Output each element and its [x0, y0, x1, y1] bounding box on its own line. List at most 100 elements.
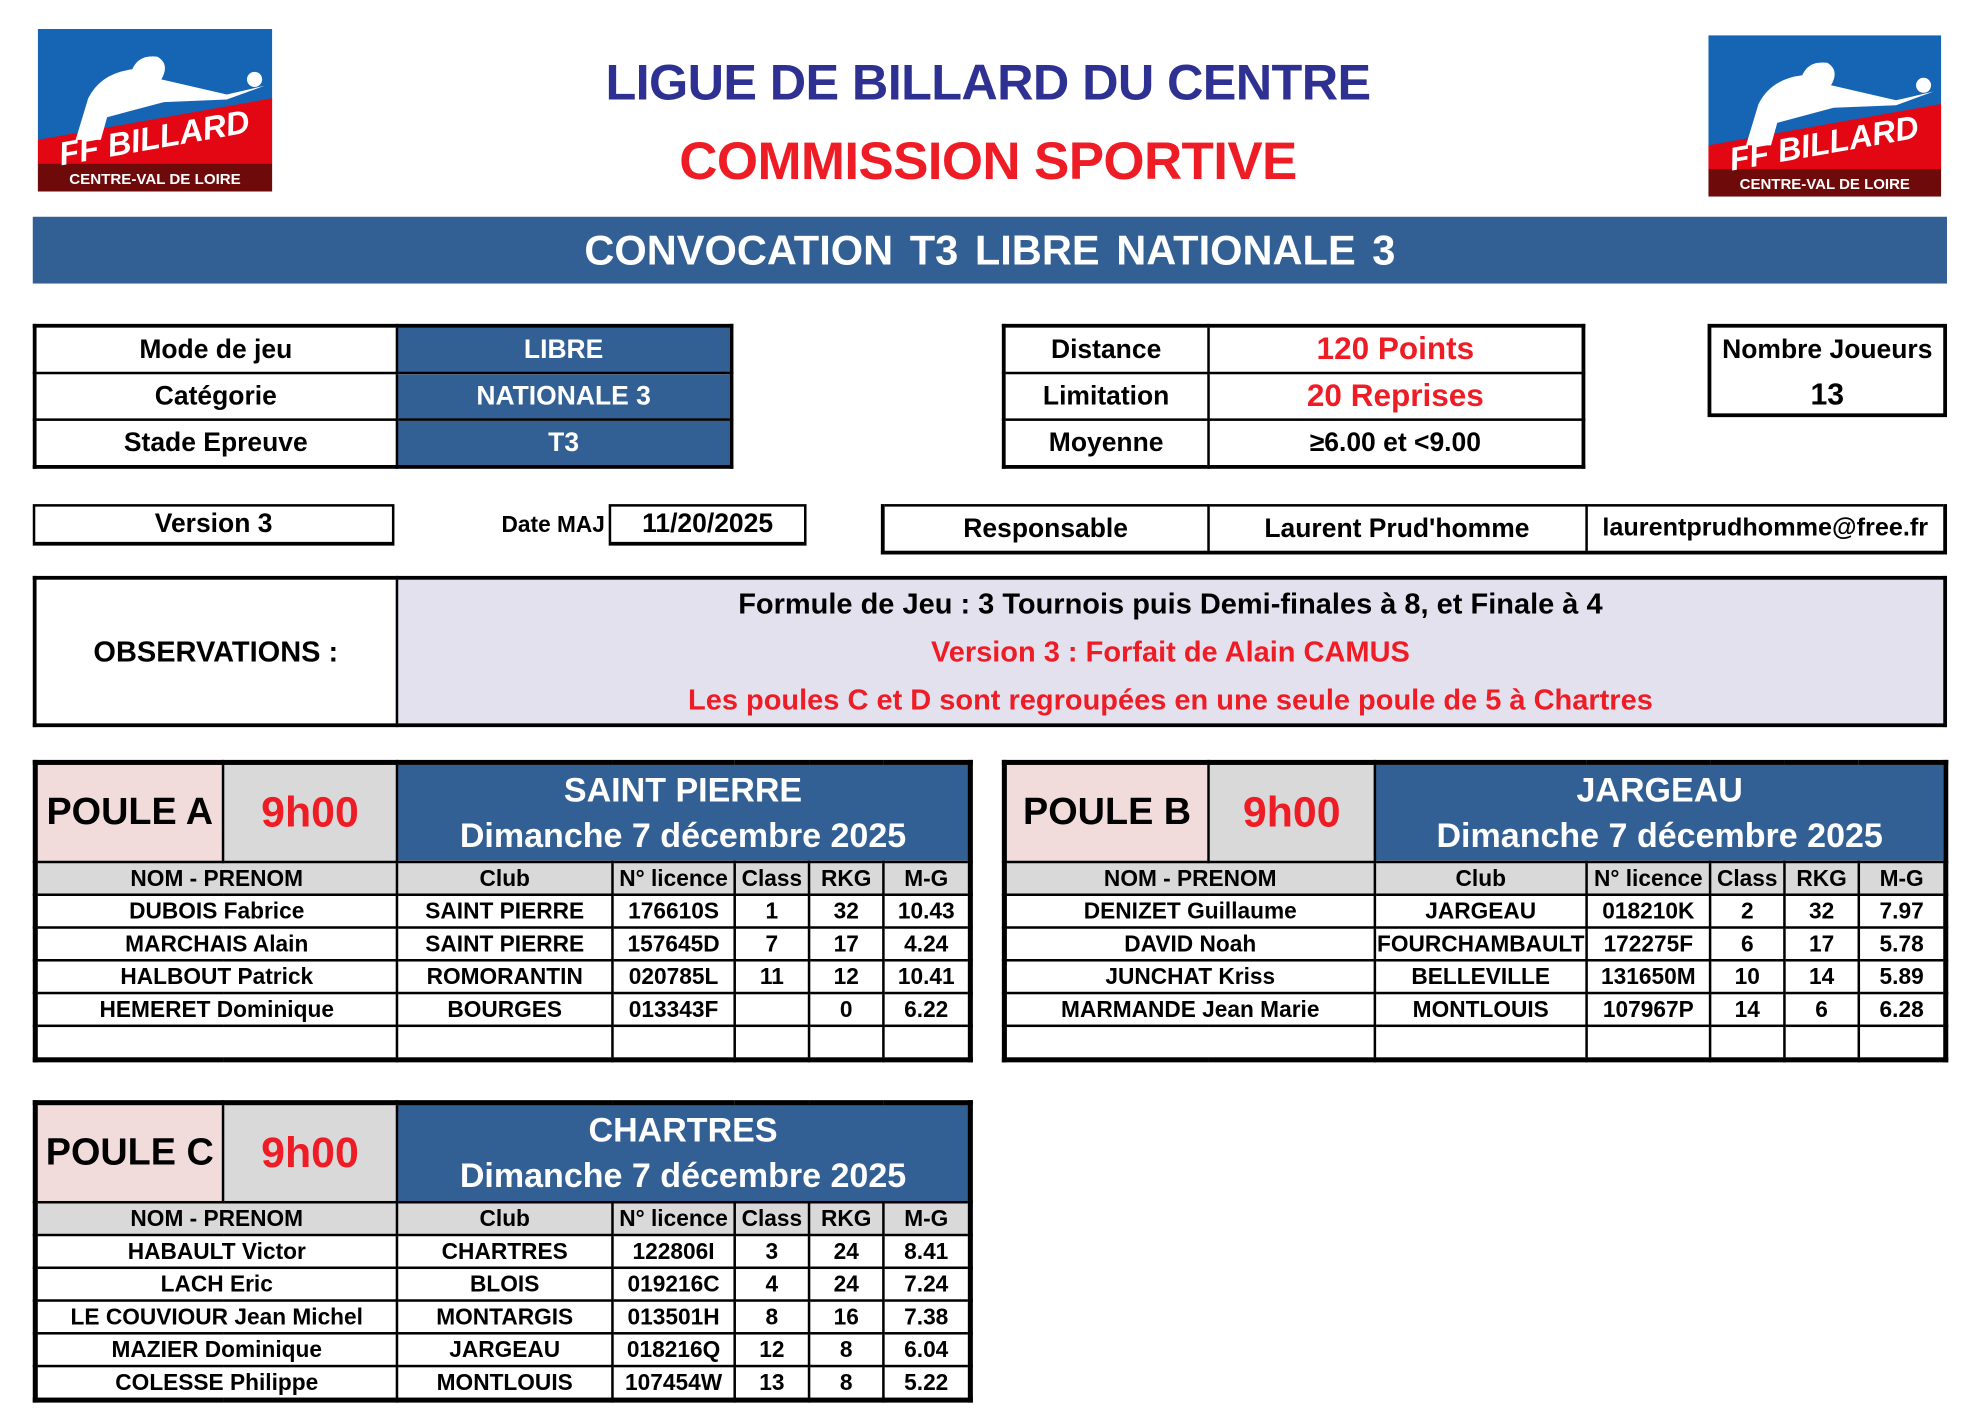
column-header: N° licence — [1585, 860, 1712, 897]
distance-info-table: Distance 120 Points Limitation 20 Reprises… — [1001, 323, 1586, 469]
responsible-email[interactable]: laurentprudhomme@free.fr — [1584, 504, 1947, 554]
player-class: 1 — [733, 893, 811, 929]
column-header: M-G — [882, 1200, 972, 1237]
column-header: Class — [1708, 860, 1786, 897]
responsible-name: Laurent Prud'homme — [1206, 504, 1588, 554]
player-name: HABAULT Victor — [34, 1233, 399, 1270]
observations-table: OBSERVATIONS : Formule de Jeu : 3 Tourno… — [32, 575, 1948, 728]
player-mg: 6.28 — [1857, 991, 1948, 1028]
player-club: BELLEVILLE — [1373, 959, 1588, 995]
column-header: RKG — [1783, 860, 1861, 897]
player-mg: 7.24 — [882, 1266, 972, 1302]
player-class: 13 — [733, 1364, 811, 1402]
player-row — [1003, 1024, 1948, 1062]
convocation-banner: CONVOCATION T3 LIBRE NATIONALE 3 — [32, 216, 1948, 284]
svg-text:CENTRE-VAL DE LOIRE: CENTRE-VAL DE LOIRE — [1740, 176, 1910, 193]
pool-date: Dimanche 7 décembre 2025 — [459, 1156, 907, 1195]
player-row: COLESSE Philippe MONTLOUIS 107454W 13 8 5.22 — [34, 1364, 972, 1402]
pool-venue: JARGEAU — [1576, 771, 1743, 810]
column-header: Club — [395, 1200, 614, 1237]
column-header: RKG — [807, 860, 885, 897]
player-class: 2 — [1708, 893, 1786, 929]
player-club: SAINT PIERRE — [395, 926, 614, 962]
player-licence: 020785L — [611, 959, 736, 995]
player-class: 7 — [733, 926, 811, 962]
player-club — [1373, 1024, 1588, 1062]
player-rkg: 17 — [807, 926, 885, 962]
pool-header: POULE B 9h00 JARGEAU Dimanche 7 décembre 20… — [1003, 761, 1948, 864]
version-box: Version 3 — [32, 504, 395, 546]
pool-table-b: POULE B 9h00 JARGEAU Dimanche 7 décembre 20… — [1001, 759, 1949, 1063]
player-name — [1003, 1024, 1377, 1062]
player-row: HALBOUT Patrick ROMORANTIN 020785L 11 12 10.4… — [34, 959, 972, 995]
player-club: MONTLOUIS — [395, 1364, 614, 1402]
pool-name: POULE B — [1003, 761, 1210, 864]
average-row: Moyenne ≥6.00 et <9.00 — [1002, 418, 1585, 469]
player-class: 10 — [1708, 959, 1786, 995]
player-club: JARGEAU — [395, 1332, 614, 1368]
column-header: Club — [1373, 860, 1588, 897]
column-header: Club — [395, 860, 614, 897]
average-value: ≥6.00 et <9.00 — [1206, 418, 1585, 469]
player-licence: 107967P — [1585, 991, 1712, 1028]
limitation-row: Limitation 20 Reprises — [1002, 371, 1585, 421]
commission-title: COMMISSION SPORTIVE — [679, 131, 1297, 191]
player-class: 11 — [733, 959, 811, 995]
player-club: ROMORANTIN — [395, 959, 614, 995]
column-header: M-G — [882, 860, 972, 897]
pool-time: 9h00 — [1207, 761, 1377, 864]
player-rkg: 0 — [807, 991, 885, 1028]
player-rkg — [1783, 1024, 1861, 1062]
player-mg: 7.38 — [882, 1299, 972, 1335]
game-info-table: Mode de jeu LIBRE Catégorie NATIONALE 3 St… — [32, 323, 734, 469]
player-licence: 107454W — [611, 1364, 736, 1402]
player-name: LACH Eric — [34, 1266, 399, 1302]
responsible-label: Responsable — [881, 504, 1210, 554]
player-name: MAZIER Dominique — [34, 1332, 399, 1368]
limitation-label: Limitation — [1002, 371, 1210, 421]
player-mg: 10.43 — [882, 893, 972, 929]
player-licence — [1585, 1024, 1712, 1062]
pool-name: POULE C — [34, 1101, 225, 1204]
distance-row: Distance 120 Points — [1002, 324, 1585, 375]
player-licence: 176610S — [611, 893, 736, 929]
player-rkg: 24 — [807, 1233, 885, 1270]
ff-billard-logo-right: FF BILLARD CENTRE-VAL DE LOIRE — [1708, 35, 1942, 197]
player-club: MONTLOUIS — [1373, 991, 1588, 1028]
player-licence: 131650M — [1585, 959, 1712, 995]
player-name: DENIZET Guillaume — [1003, 893, 1377, 929]
player-mg: 6.04 — [882, 1332, 972, 1368]
player-mg: 5.89 — [1857, 959, 1948, 995]
player-row: LACH Eric BLOIS 019216C 4 24 7.24 — [34, 1266, 972, 1302]
column-header: N° licence — [611, 860, 736, 897]
player-name: LE COUVIOUR Jean Michel — [34, 1299, 399, 1335]
game-info-row: Stade Epreuve T3 — [33, 418, 733, 469]
player-class: 8 — [733, 1299, 811, 1335]
observation-line: Les poules C et D sont regroupées en une… — [688, 683, 1653, 716]
player-class: 3 — [733, 1233, 811, 1270]
observation-line: Version 3 : Forfait de Alain CAMUS — [930, 635, 1410, 668]
player-row: DAVID Noah FOURCHAMBAULT 172275F 6 17 5.78 — [1003, 926, 1948, 962]
limitation-value: 20 Reprises — [1206, 371, 1585, 421]
player-club — [395, 1024, 614, 1062]
mode-value: LIBRE — [395, 324, 733, 375]
pool-time: 9h00 — [221, 761, 399, 864]
observations-label: OBSERVATIONS : — [33, 576, 398, 727]
player-club: FOURCHAMBAULT — [1373, 926, 1588, 962]
date-maj-value: 11/20/2025 — [608, 504, 807, 546]
player-licence: 172275F — [1585, 926, 1712, 962]
player-rkg: 6 — [1783, 991, 1861, 1028]
pool-header: POULE C 9h00 CHARTRES Dimanche 7 décembre 2… — [34, 1101, 972, 1204]
pool-date: Dimanche 7 décembre 2025 — [1436, 816, 1883, 855]
svg-text:CENTRE-VAL DE LOIRE: CENTRE-VAL DE LOIRE — [69, 171, 241, 188]
column-header-row: NOM - PRENOM Club N° licence Class RKG M-G — [1003, 860, 1948, 897]
player-name: JUNCHAT Kriss — [1003, 959, 1377, 995]
player-licence: 122806I — [611, 1233, 736, 1270]
player-row: HABAULT Victor CHARTRES 122806I 3 24 8.41 — [34, 1233, 972, 1270]
player-mg: 6.22 — [882, 991, 972, 1028]
player-licence — [611, 1024, 736, 1062]
player-licence: 157645D — [611, 926, 736, 962]
player-mg: 5.78 — [1857, 926, 1948, 962]
pool-name: POULE A — [34, 761, 225, 864]
